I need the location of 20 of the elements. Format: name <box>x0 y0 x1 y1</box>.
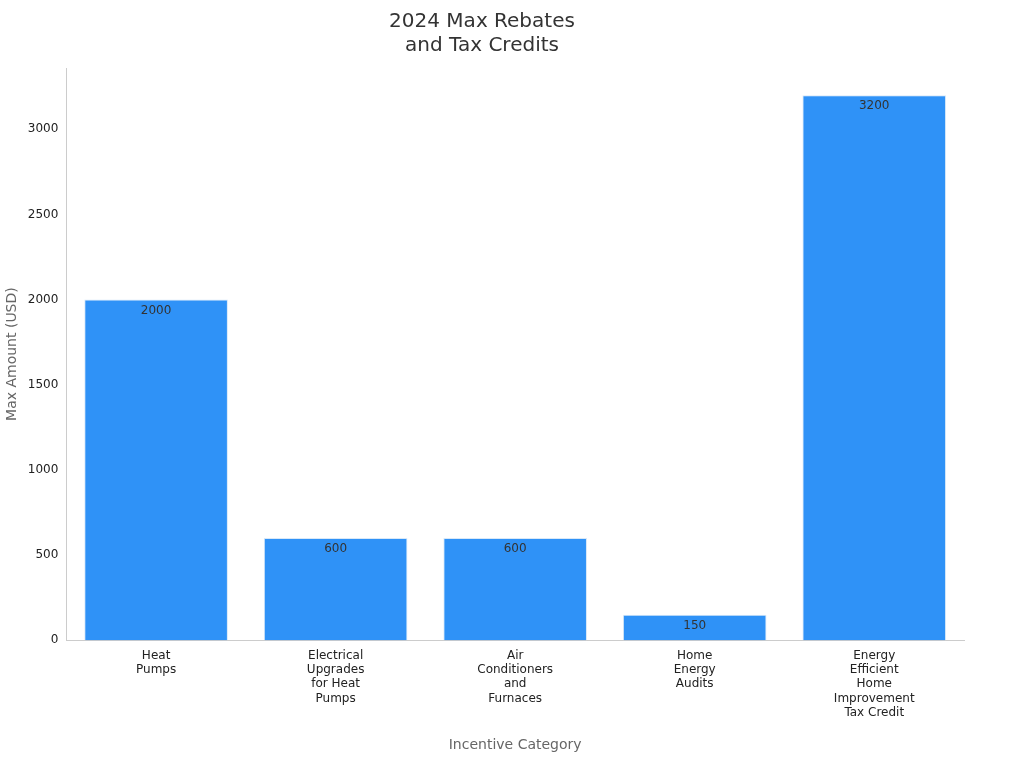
x-tick-label: Heat Pumps <box>136 647 177 676</box>
y-tick-label: 0 <box>50 632 59 647</box>
y-tick-label: 2000 <box>27 291 59 306</box>
x-tick-label: Air Conditioners and Furnaces <box>477 647 554 705</box>
y-tick-label: 1000 <box>27 462 59 477</box>
data-label: 600 <box>503 541 527 556</box>
x-axis-title: Incentive Category <box>448 736 582 753</box>
data-label: 2000 <box>140 302 172 317</box>
data-label: 600 <box>324 541 348 556</box>
y-tick-label: 2500 <box>27 206 59 221</box>
y-axis-title: Max Amount (USD) <box>3 287 20 421</box>
x-tick-label: Electrical Upgrades for Heat Pumps <box>306 647 365 705</box>
data-label: 150 <box>683 617 707 632</box>
x-tick-label: Energy Efficient Home Improvement Tax Credit <box>833 647 915 720</box>
y-tick-label: 1500 <box>27 376 59 391</box>
chart-title: 2024 Max Rebates and Tax Credits <box>389 8 575 57</box>
y-tick-label: 500 <box>35 547 59 562</box>
x-tick-label: Home Energy Audits <box>673 647 716 691</box>
y-tick-label: 3000 <box>27 121 59 136</box>
data-label: 3200 <box>858 98 890 113</box>
